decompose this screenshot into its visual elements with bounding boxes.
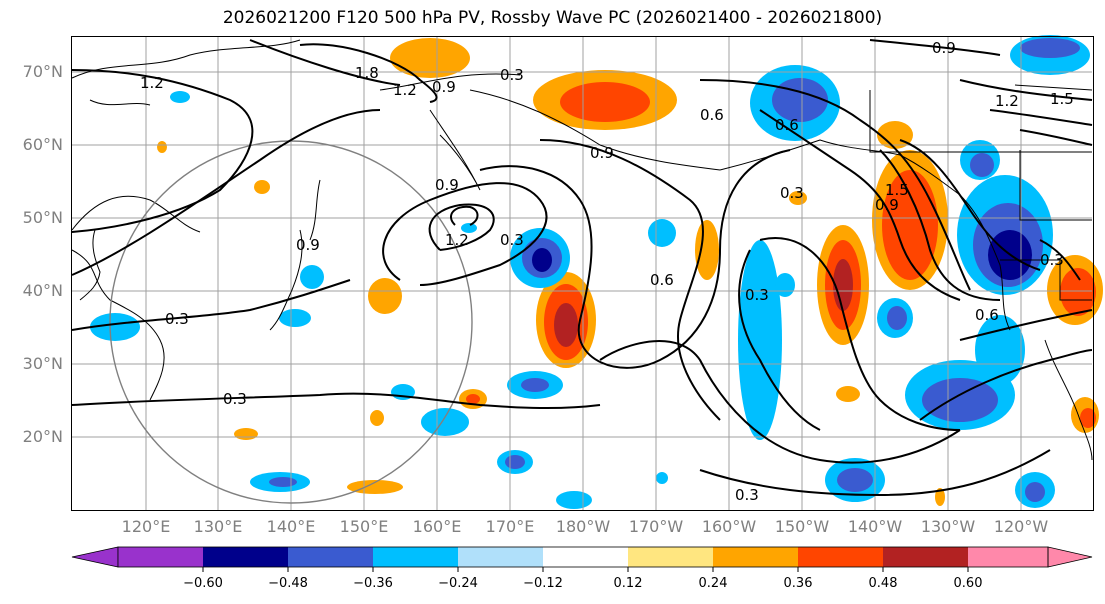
contour-label: 1.5 (885, 181, 909, 199)
contour-label: 0.3 (1040, 251, 1064, 269)
lat-label: 50°N (22, 208, 63, 227)
contour-label: 0.6 (700, 106, 724, 124)
colorbar-tick-label: −0.36 (353, 576, 393, 591)
colorbar-extend-high (1047, 546, 1093, 568)
contour-label: 1.8 (355, 64, 379, 82)
colorbar-tick-label: −0.12 (523, 576, 563, 591)
lon-label: 180°W (555, 517, 611, 536)
colorbar (71, 546, 1093, 572)
lat-label: 70°N (22, 62, 63, 81)
lon-label: 160°E (412, 517, 462, 536)
lon-label: 150°W (774, 517, 830, 536)
lon-label: 140°E (266, 517, 316, 536)
colorbar-tick-label: −0.60 (183, 576, 223, 591)
lon-label: 130°E (193, 517, 243, 536)
pv-anomaly-shading (90, 35, 1103, 509)
contour-label: 0.3 (745, 286, 769, 304)
contour-label: 0.9 (590, 144, 614, 162)
contour-label: 0.3 (165, 310, 189, 328)
map-title: 2026021200 F120 500 hPa PV, Rossby Wave … (222, 8, 883, 28)
contour-label: 0.3 (735, 486, 759, 504)
contour-label: 1.2 (445, 231, 469, 249)
contour-label: 0.9 (432, 78, 456, 96)
lat-label: 30°N (22, 354, 63, 373)
lon-label: 120°E (121, 517, 171, 536)
contour-label: 0.6 (650, 271, 674, 289)
contour-label: 0.3 (223, 390, 247, 408)
contour-label: 0.9 (296, 236, 320, 254)
colorbar-tick-label: 0.12 (613, 576, 643, 591)
lon-label: 120°W (993, 517, 1049, 536)
lat-label: 20°N (22, 427, 63, 446)
contour-label: 0.6 (975, 306, 999, 324)
lon-label: 170°W (628, 517, 684, 536)
colorbar-tick-label: −0.48 (268, 576, 308, 591)
contour-labels: 1.8 1.2 0.9 1.2 0.9 0.9 0.9 1.2 0.3 0.6 … (140, 39, 1074, 504)
lon-label: 150°E (339, 517, 389, 536)
contour-label: 0.9 (932, 39, 956, 57)
lat-label: 40°N (22, 281, 63, 300)
contour-label: 0.6 (775, 116, 799, 134)
colorbar-tick-label: 0.36 (783, 576, 813, 591)
contour-label: 1.2 (393, 81, 417, 99)
colorbar-tick-label: 0.24 (698, 576, 728, 591)
contour-label: 1.2 (995, 92, 1019, 110)
lon-label: 140°W (847, 517, 903, 536)
colorbar-tick-label: 0.48 (868, 576, 898, 591)
contour-label: 0.3 (780, 184, 804, 202)
contour-label: 1.5 (1050, 90, 1074, 108)
lon-label: 160°W (701, 517, 757, 536)
contour-label: 1.2 (140, 74, 164, 92)
contour-label: 0.9 (435, 176, 459, 194)
colorbar-tick-label: −0.24 (438, 576, 478, 591)
contour-label: 0.3 (500, 231, 524, 249)
colorbar-tick-label: 0.60 (953, 576, 983, 591)
coastlines (71, 39, 1093, 461)
map-frame (71, 36, 1094, 511)
colorbar-extend-low (71, 546, 119, 568)
lon-label: 130°W (920, 517, 976, 536)
lat-label: 60°N (22, 135, 63, 154)
pv-contours (71, 39, 1093, 497)
lon-label: 170°E (485, 517, 535, 536)
contour-label: 0.3 (500, 66, 524, 84)
contour-label: 0.9 (875, 196, 899, 214)
